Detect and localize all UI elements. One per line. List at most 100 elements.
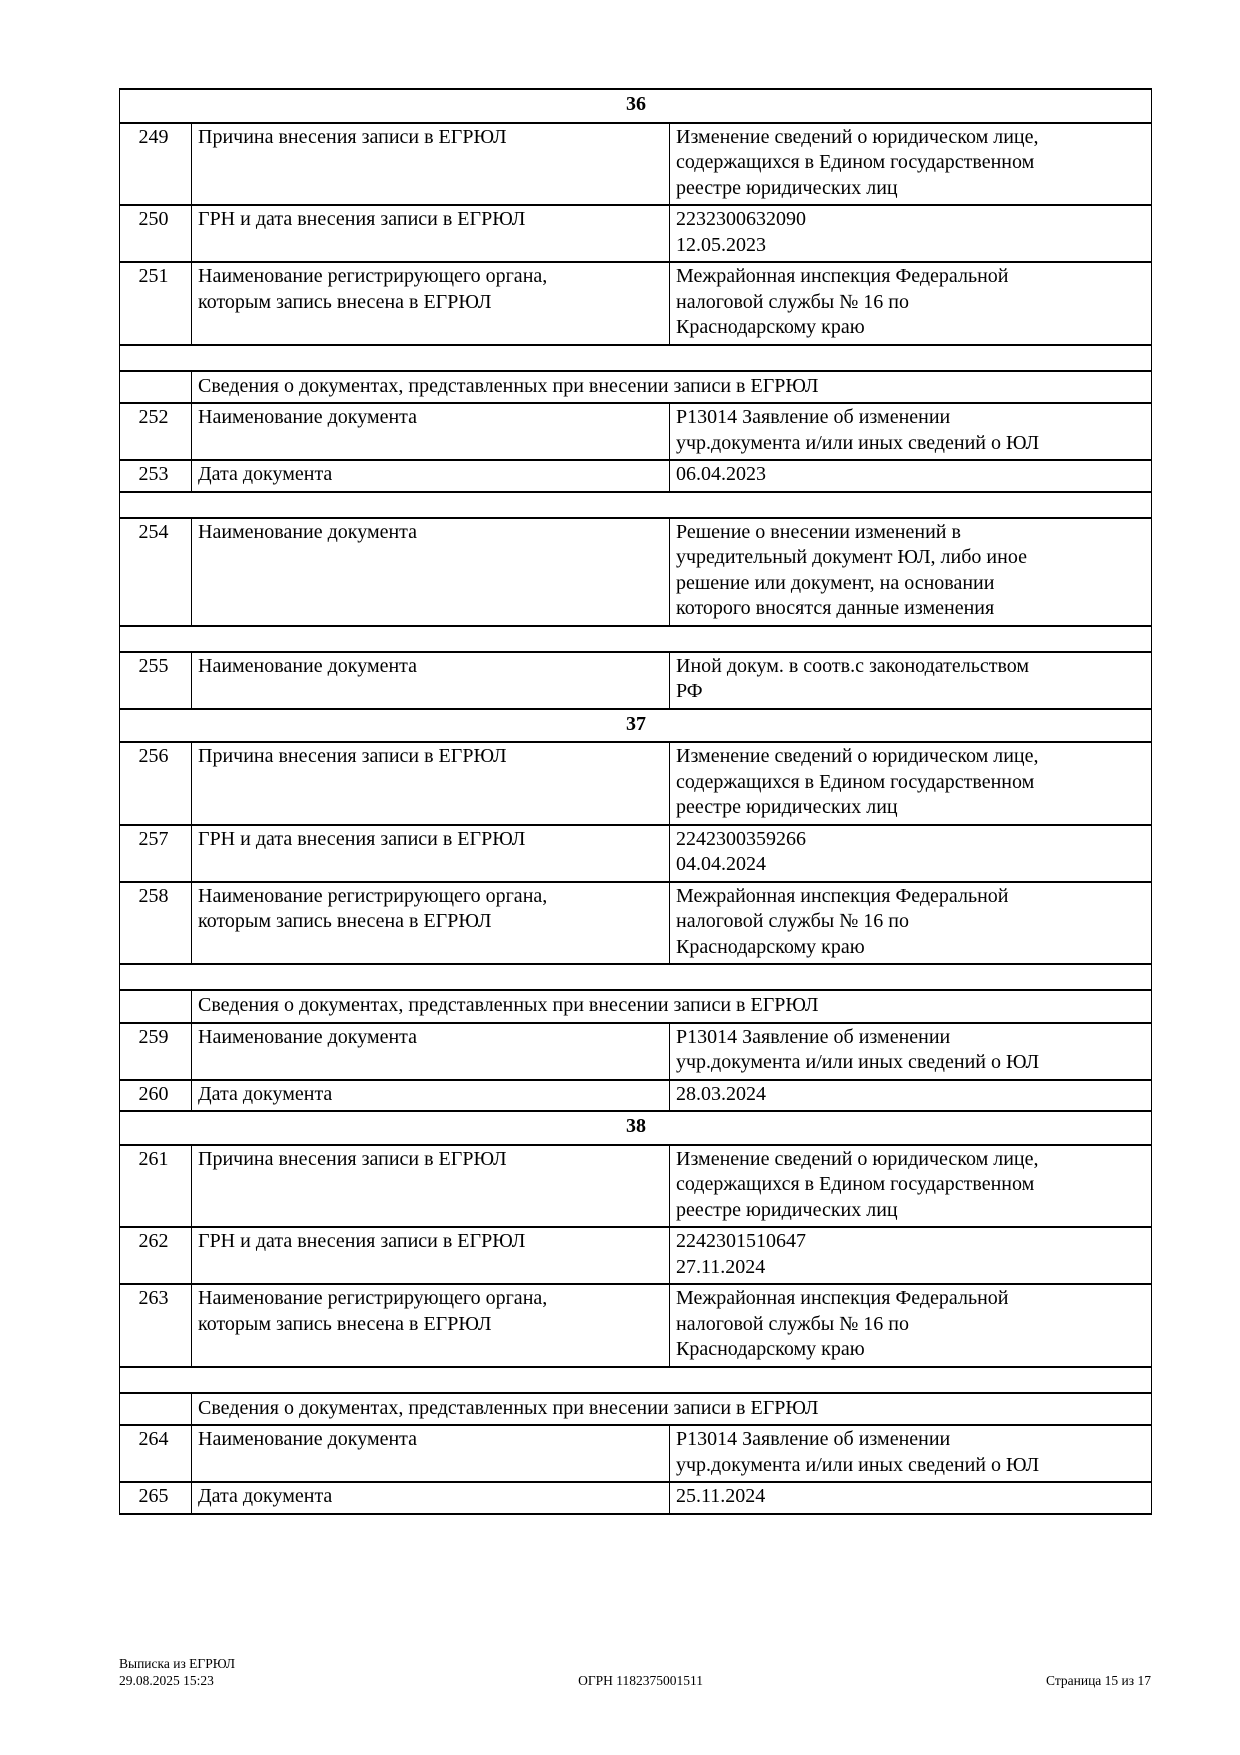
row-number-cell: 255 xyxy=(119,650,192,710)
record-row: 253 Дата документа 06.04.2023 xyxy=(119,459,1153,493)
record-row: 262 ГРН и дата внесения записи в ЕГРЮЛ 224… xyxy=(119,1226,1153,1285)
row-number-cell xyxy=(119,989,192,1024)
field-label-cell: Наименование регистрирующего органа, кот… xyxy=(191,261,670,346)
row-number-cell: 258 xyxy=(119,880,192,965)
record-row: 255 Наименование документа Иной докум. в с… xyxy=(119,650,1153,710)
row-number-cell: 260 xyxy=(119,1078,192,1112)
record-row: 264 Наименование документа Р13014 Заявлени… xyxy=(119,1424,1153,1483)
record-row: 251 Наименование регистрирующего органа, … xyxy=(119,261,1153,346)
field-value-cell: Межрайонная инспекция Федеральной налого… xyxy=(668,261,1153,346)
spacer-row xyxy=(118,490,1153,519)
row-number-cell xyxy=(119,1391,192,1426)
row-number-cell: 254 xyxy=(119,516,192,627)
field-label-cell: Наименование регистрирующего органа, кот… xyxy=(191,880,670,965)
record-row: 260 Дата документа 28.03.2024 xyxy=(119,1078,1153,1112)
field-value-cell: Решение о внесении изменений в учредител… xyxy=(668,516,1153,627)
subsection-title-cell: Сведения о документах, представленных пр… xyxy=(190,989,1153,1024)
record-row: 252 Наименование документа Р13014 Заявлени… xyxy=(119,402,1153,461)
section-header-row: 37 xyxy=(118,707,1153,743)
record-row: 250 ГРН и дата внесения записи в ЕГРЮЛ 223… xyxy=(119,204,1153,263)
field-label-cell: Дата документа xyxy=(191,1078,670,1112)
spacer-cell xyxy=(118,963,1153,991)
field-label-cell: Наименование регистрирующего органа, кот… xyxy=(191,1283,670,1368)
field-value-cell: 2242301510647 27.11.2024 xyxy=(668,1226,1153,1285)
record-row: 256 Причина внесения записи в ЕГРЮЛ Измене… xyxy=(119,741,1153,826)
row-number-cell: 262 xyxy=(119,1226,192,1285)
footer-left-block: Выписка из ЕГРЮЛ 29.08.2025 15:23 xyxy=(119,1655,235,1689)
field-value-cell: Межрайонная инспекция Федеральной налого… xyxy=(668,1283,1153,1368)
field-label-cell: Наименование документа xyxy=(191,650,670,710)
section-header-row: 36 xyxy=(118,88,1153,124)
spacer-row xyxy=(118,343,1153,372)
row-number-cell: 263 xyxy=(119,1283,192,1368)
field-value-cell: Р13014 Заявление об изменении учр.докуме… xyxy=(668,1424,1153,1483)
field-label-cell: Дата документа xyxy=(191,459,670,493)
field-label-cell: Наименование документа xyxy=(191,1424,670,1483)
field-value-cell: Иной докум. в соотв.с законодательством … xyxy=(668,650,1153,710)
row-number-cell: 252 xyxy=(119,402,192,461)
field-label-cell: Причина внесения записи в ЕГРЮЛ xyxy=(191,1143,670,1228)
field-value-cell: 28.03.2024 xyxy=(668,1078,1153,1112)
row-number-cell: 257 xyxy=(119,823,192,883)
field-label-cell: Наименование документа xyxy=(191,1021,670,1081)
row-number-cell xyxy=(119,369,192,404)
field-label-cell: Наименование документа xyxy=(191,402,670,461)
footer-page-number: Страница 15 из 17 xyxy=(1046,1673,1151,1688)
section-number: 37 xyxy=(118,707,1153,743)
page-footer: Выписка из ЕГРЮЛ 29.08.2025 15:23 ОГРН 1… xyxy=(119,1655,1151,1689)
egrul-table-body: 36 249 Причина внесения записи в ЕГРЮЛ Изме… xyxy=(118,88,1153,1515)
record-row: 263 Наименование регистрирующего органа, … xyxy=(119,1283,1153,1368)
field-value-cell: Изменение сведений о юридическом лице, с… xyxy=(668,741,1153,826)
row-number-cell: 264 xyxy=(119,1424,192,1483)
row-number-cell: 259 xyxy=(119,1021,192,1081)
record-row: 254 Наименование документа Решение о внесе… xyxy=(119,516,1153,627)
field-value-cell: Межрайонная инспекция Федеральной налого… xyxy=(668,880,1153,965)
field-value-cell: 06.04.2023 xyxy=(668,459,1153,493)
section-number: 38 xyxy=(118,1110,1153,1146)
row-number-cell: 261 xyxy=(119,1143,192,1228)
subsection-header-row: Сведения о документах, представленных пр… xyxy=(119,1391,1153,1426)
row-number-cell: 256 xyxy=(119,741,192,826)
footer-doc-title: Выписка из ЕГРЮЛ xyxy=(119,1656,236,1671)
field-value-cell: Изменение сведений о юридическом лице, с… xyxy=(668,121,1153,206)
row-number-cell: 265 xyxy=(119,1481,192,1515)
row-number-cell: 249 xyxy=(119,121,192,206)
row-number-cell: 253 xyxy=(119,459,192,493)
spacer-cell xyxy=(118,1365,1153,1394)
section-header-row: 38 xyxy=(118,1110,1153,1146)
field-label-cell: ГРН и дата внесения записи в ЕГРЮЛ xyxy=(191,823,670,883)
field-label-cell: Наименование документа xyxy=(191,516,670,627)
subsection-title-cell: Сведения о документах, представленных пр… xyxy=(190,369,1153,404)
field-value-cell: Изменение сведений о юридическом лице, с… xyxy=(668,1143,1153,1228)
record-row: 265 Дата документа 25.11.2024 xyxy=(119,1481,1153,1515)
record-row: 257 ГРН и дата внесения записи в ЕГРЮЛ 224… xyxy=(119,823,1153,883)
record-row: 261 Причина внесения записи в ЕГРЮЛ Измене… xyxy=(119,1143,1153,1228)
field-value-cell: Р13014 Заявление об изменении учр.докуме… xyxy=(668,1021,1153,1081)
spacer-cell xyxy=(118,624,1153,653)
spacer-row xyxy=(118,1365,1153,1394)
row-number-cell: 251 xyxy=(119,261,192,346)
field-label-cell: Причина внесения записи в ЕГРЮЛ xyxy=(191,121,670,206)
record-row: 258 Наименование регистрирующего органа, … xyxy=(119,880,1153,965)
egrul-records-table: 36 249 Причина внесения записи в ЕГРЮЛ Изме… xyxy=(118,88,1153,1515)
subsection-title-cell: Сведения о документах, представленных пр… xyxy=(190,1391,1153,1426)
footer-generated-datetime: 29.08.2025 15:23 xyxy=(119,1673,214,1688)
field-label-cell: ГРН и дата внесения записи в ЕГРЮЛ xyxy=(191,1226,670,1285)
spacer-cell xyxy=(118,490,1153,519)
field-label-cell: Причина внесения записи в ЕГРЮЛ xyxy=(191,741,670,826)
subsection-header-row: Сведения о документах, представленных пр… xyxy=(119,369,1153,404)
row-number-cell: 250 xyxy=(119,204,192,263)
spacer-row xyxy=(118,624,1153,653)
spacer-row xyxy=(118,963,1153,991)
field-value-cell: 2232300632090 12.05.2023 xyxy=(668,204,1153,263)
footer-ogrn: ОГРН 1182375001511 xyxy=(578,1673,704,1688)
spacer-cell xyxy=(118,343,1153,372)
section-number: 36 xyxy=(118,88,1153,124)
field-value-cell: 2242300359266 04.04.2024 xyxy=(668,823,1153,883)
field-value-cell: Р13014 Заявление об изменении учр.докуме… xyxy=(668,402,1153,461)
subsection-header-row: Сведения о документах, представленных пр… xyxy=(119,989,1153,1024)
field-label-cell: ГРН и дата внесения записи в ЕГРЮЛ xyxy=(191,204,670,263)
record-row: 249 Причина внесения записи в ЕГРЮЛ Измене… xyxy=(119,121,1153,206)
field-value-cell: 25.11.2024 xyxy=(668,1481,1153,1515)
record-row: 259 Наименование документа Р13014 Заявлени… xyxy=(119,1021,1153,1081)
